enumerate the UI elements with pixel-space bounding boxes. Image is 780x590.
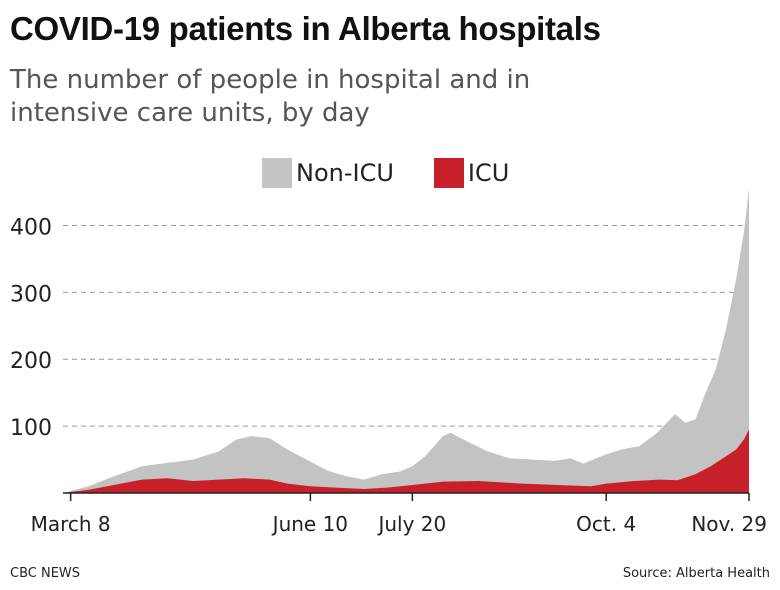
legend-item-icu: ICU [433,158,510,188]
legend-swatch-icu [433,158,464,188]
y-tick-label-100: 100 [10,416,52,441]
x-tick-label-1: June 10 [271,512,348,536]
chart-subtitle: The number of people in hospital and in … [10,65,531,128]
x-tick-label-4: Nov. 29 [691,512,767,536]
x-tick-label-2: July 20 [376,512,446,536]
x-tick-label-3: Oct. 4 [576,512,636,536]
y-tick-label-400: 400 [10,215,52,240]
area-icu [63,429,749,493]
credit-label: CBC NEWS [10,566,81,581]
y-tick-label-200: 200 [10,349,52,374]
legend-item-non-icu: Non-ICU [262,158,394,188]
x-tick-label-0: March 8 [31,512,111,536]
legend-label-icu: ICU [467,159,510,187]
chart-title: COVID-19 patients in Alberta hospitals [10,10,601,47]
legend: Non-ICU ICU [262,158,549,188]
y-tick-label-300: 300 [10,282,52,307]
legend-label-non-icu: Non-ICU [296,159,394,187]
source-label: Source: Alberta Health [622,566,770,581]
legend-swatch-non-icu [262,158,292,188]
area-chart: 100 200 300 400 March 8 June 10 July 20 Oct. 4 N… [10,190,767,536]
area-non-icu [63,190,749,493]
